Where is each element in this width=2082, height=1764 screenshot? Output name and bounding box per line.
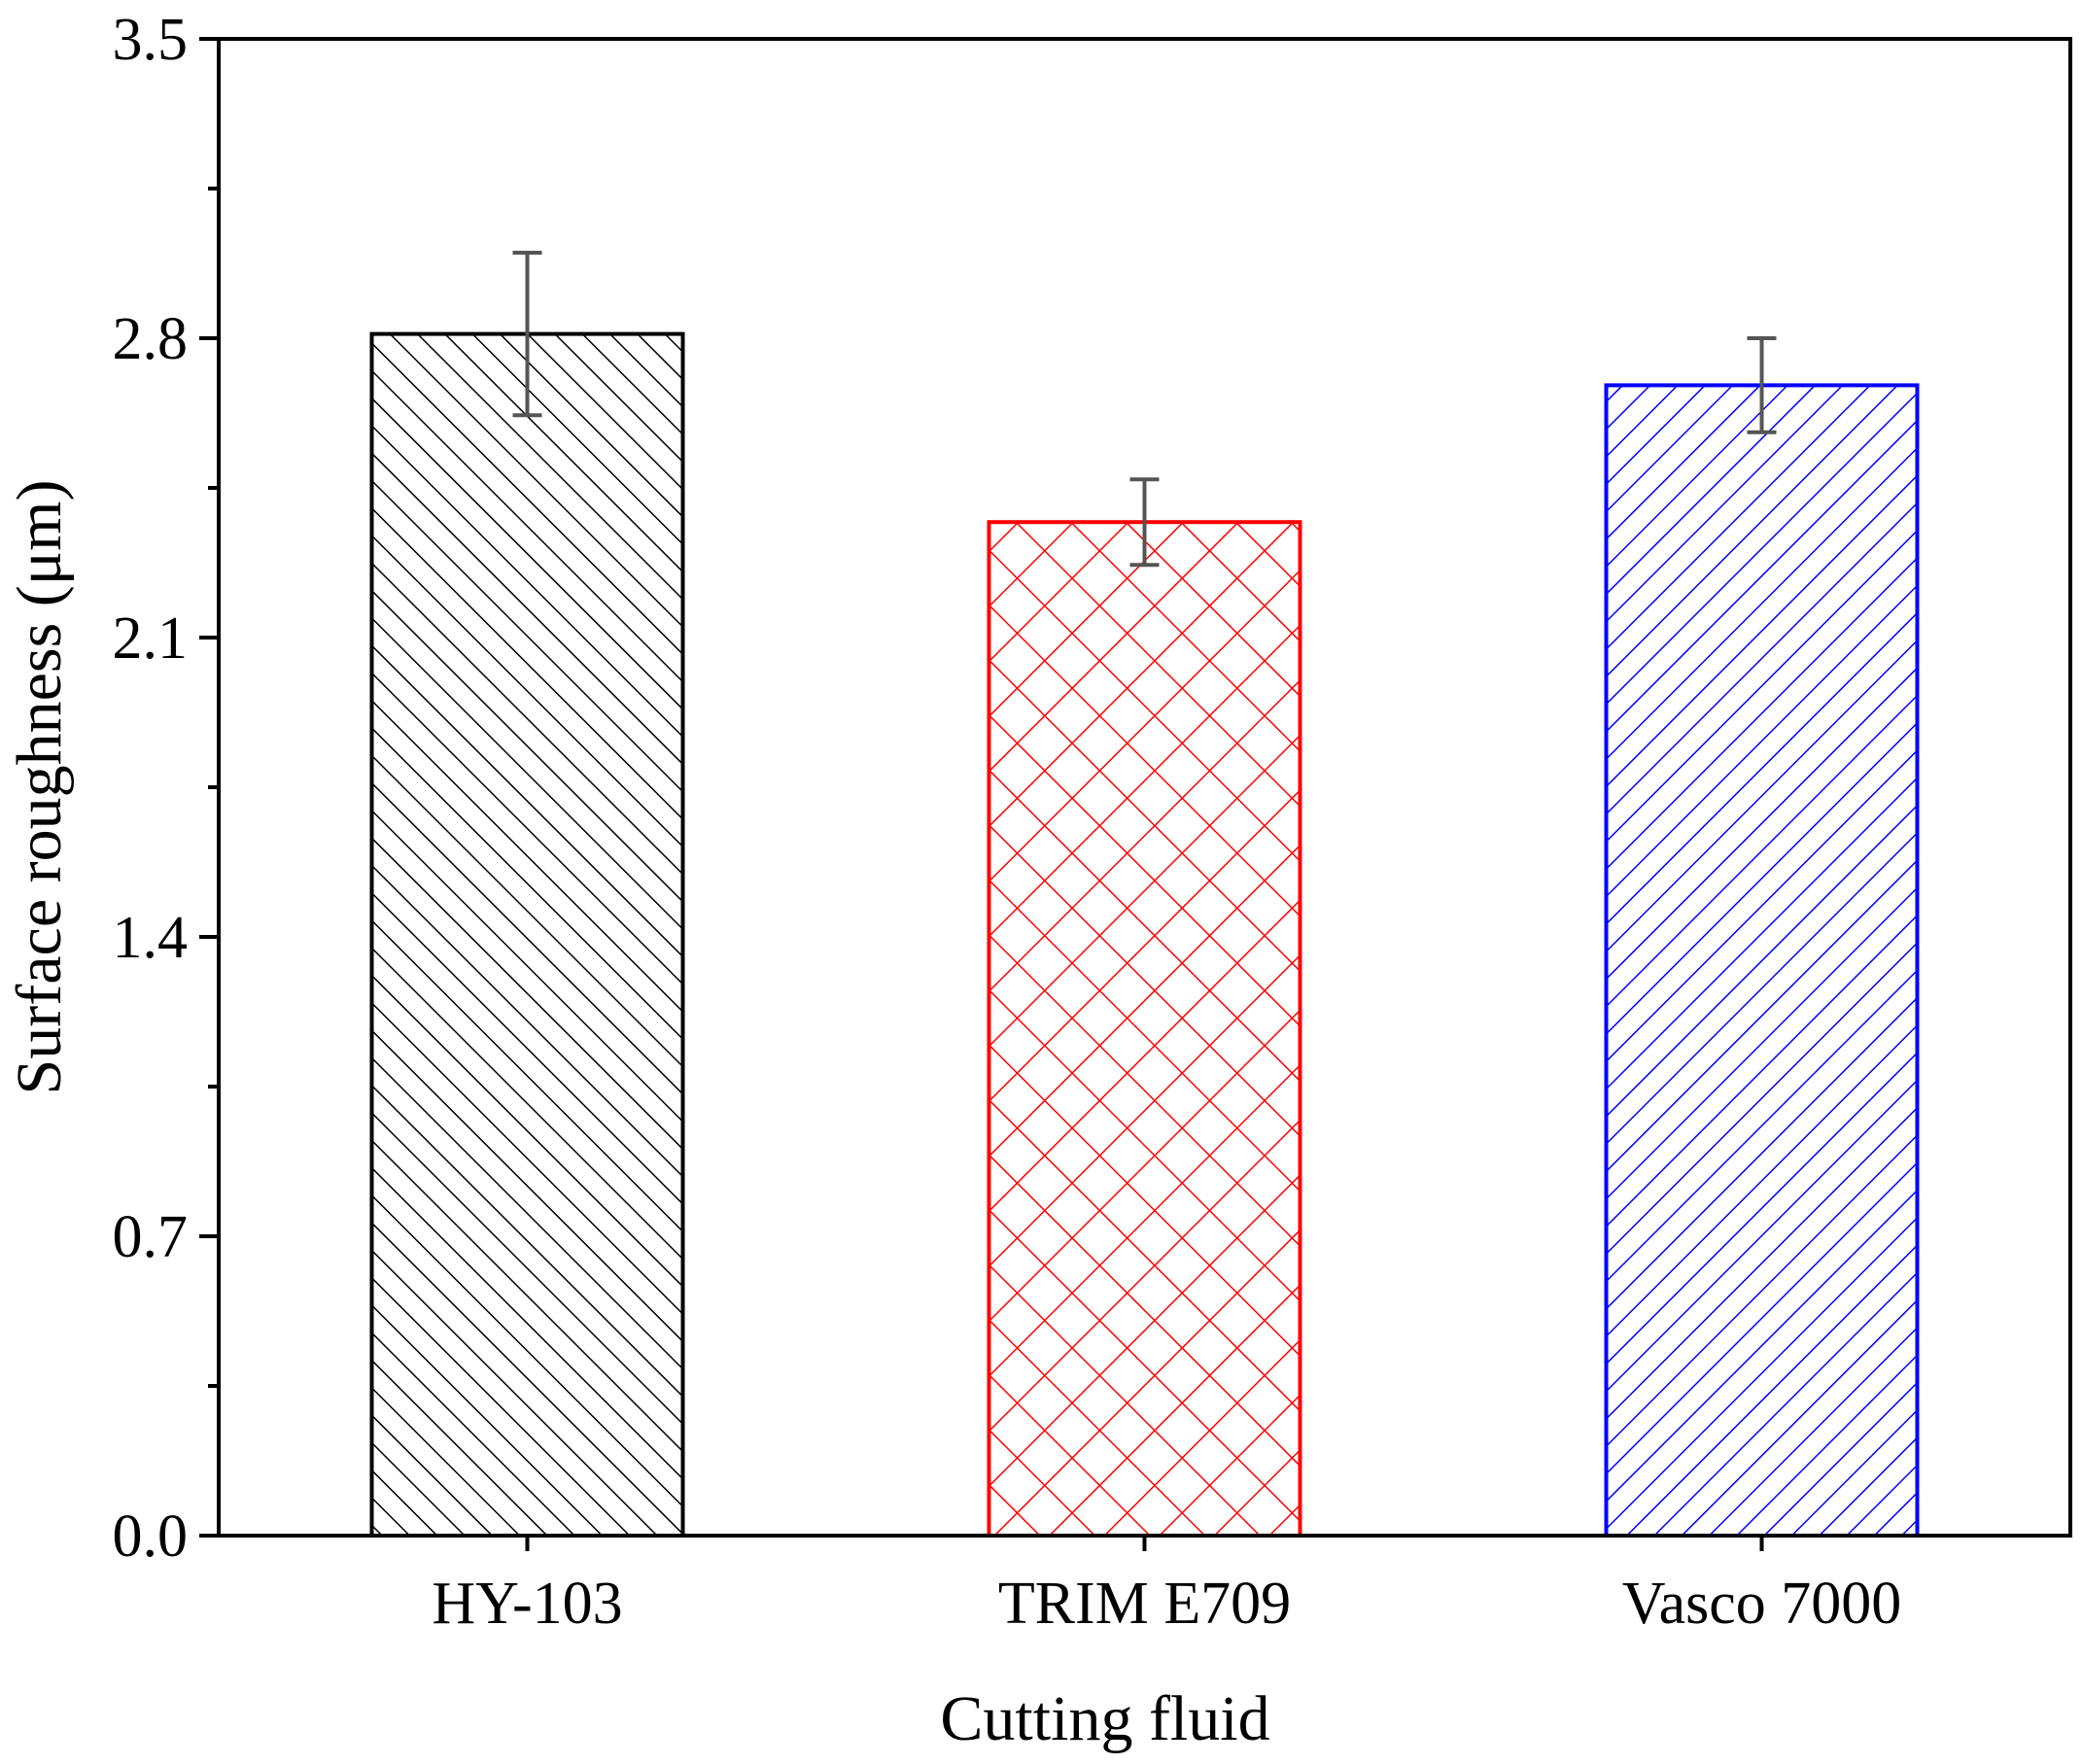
y-axis: 0.0 0.7 1.4 2.1 2.8 3.5 [113, 7, 219, 1570]
bar-2 [1604, 383, 1920, 1538]
y-axis-title: Surface roughness (μm) [4, 480, 75, 1095]
y-tick-label-0: 0.0 [113, 1504, 189, 1570]
y-tick-label-1: 0.7 [113, 1204, 189, 1270]
error-bars [512, 251, 1777, 568]
y-tick-label-3: 2.1 [113, 605, 189, 672]
bar-1 [987, 520, 1302, 1539]
x-tick-label-2: Vasco 7000 [1622, 1571, 1902, 1637]
x-tick-label-1: TRIM E709 [998, 1571, 1291, 1637]
y-tick-label-4: 2.8 [113, 306, 189, 372]
y-tick-label-5: 3.5 [113, 7, 189, 73]
y-tick-label-2: 1.4 [113, 905, 189, 971]
x-tick-label-0: HY-103 [432, 1571, 622, 1637]
x-axis-title: Cutting fluid [940, 1683, 1269, 1754]
bar-0 [369, 331, 685, 1539]
x-axis: HY-103 TRIM E709 Vasco 7000 [432, 1536, 1901, 1637]
